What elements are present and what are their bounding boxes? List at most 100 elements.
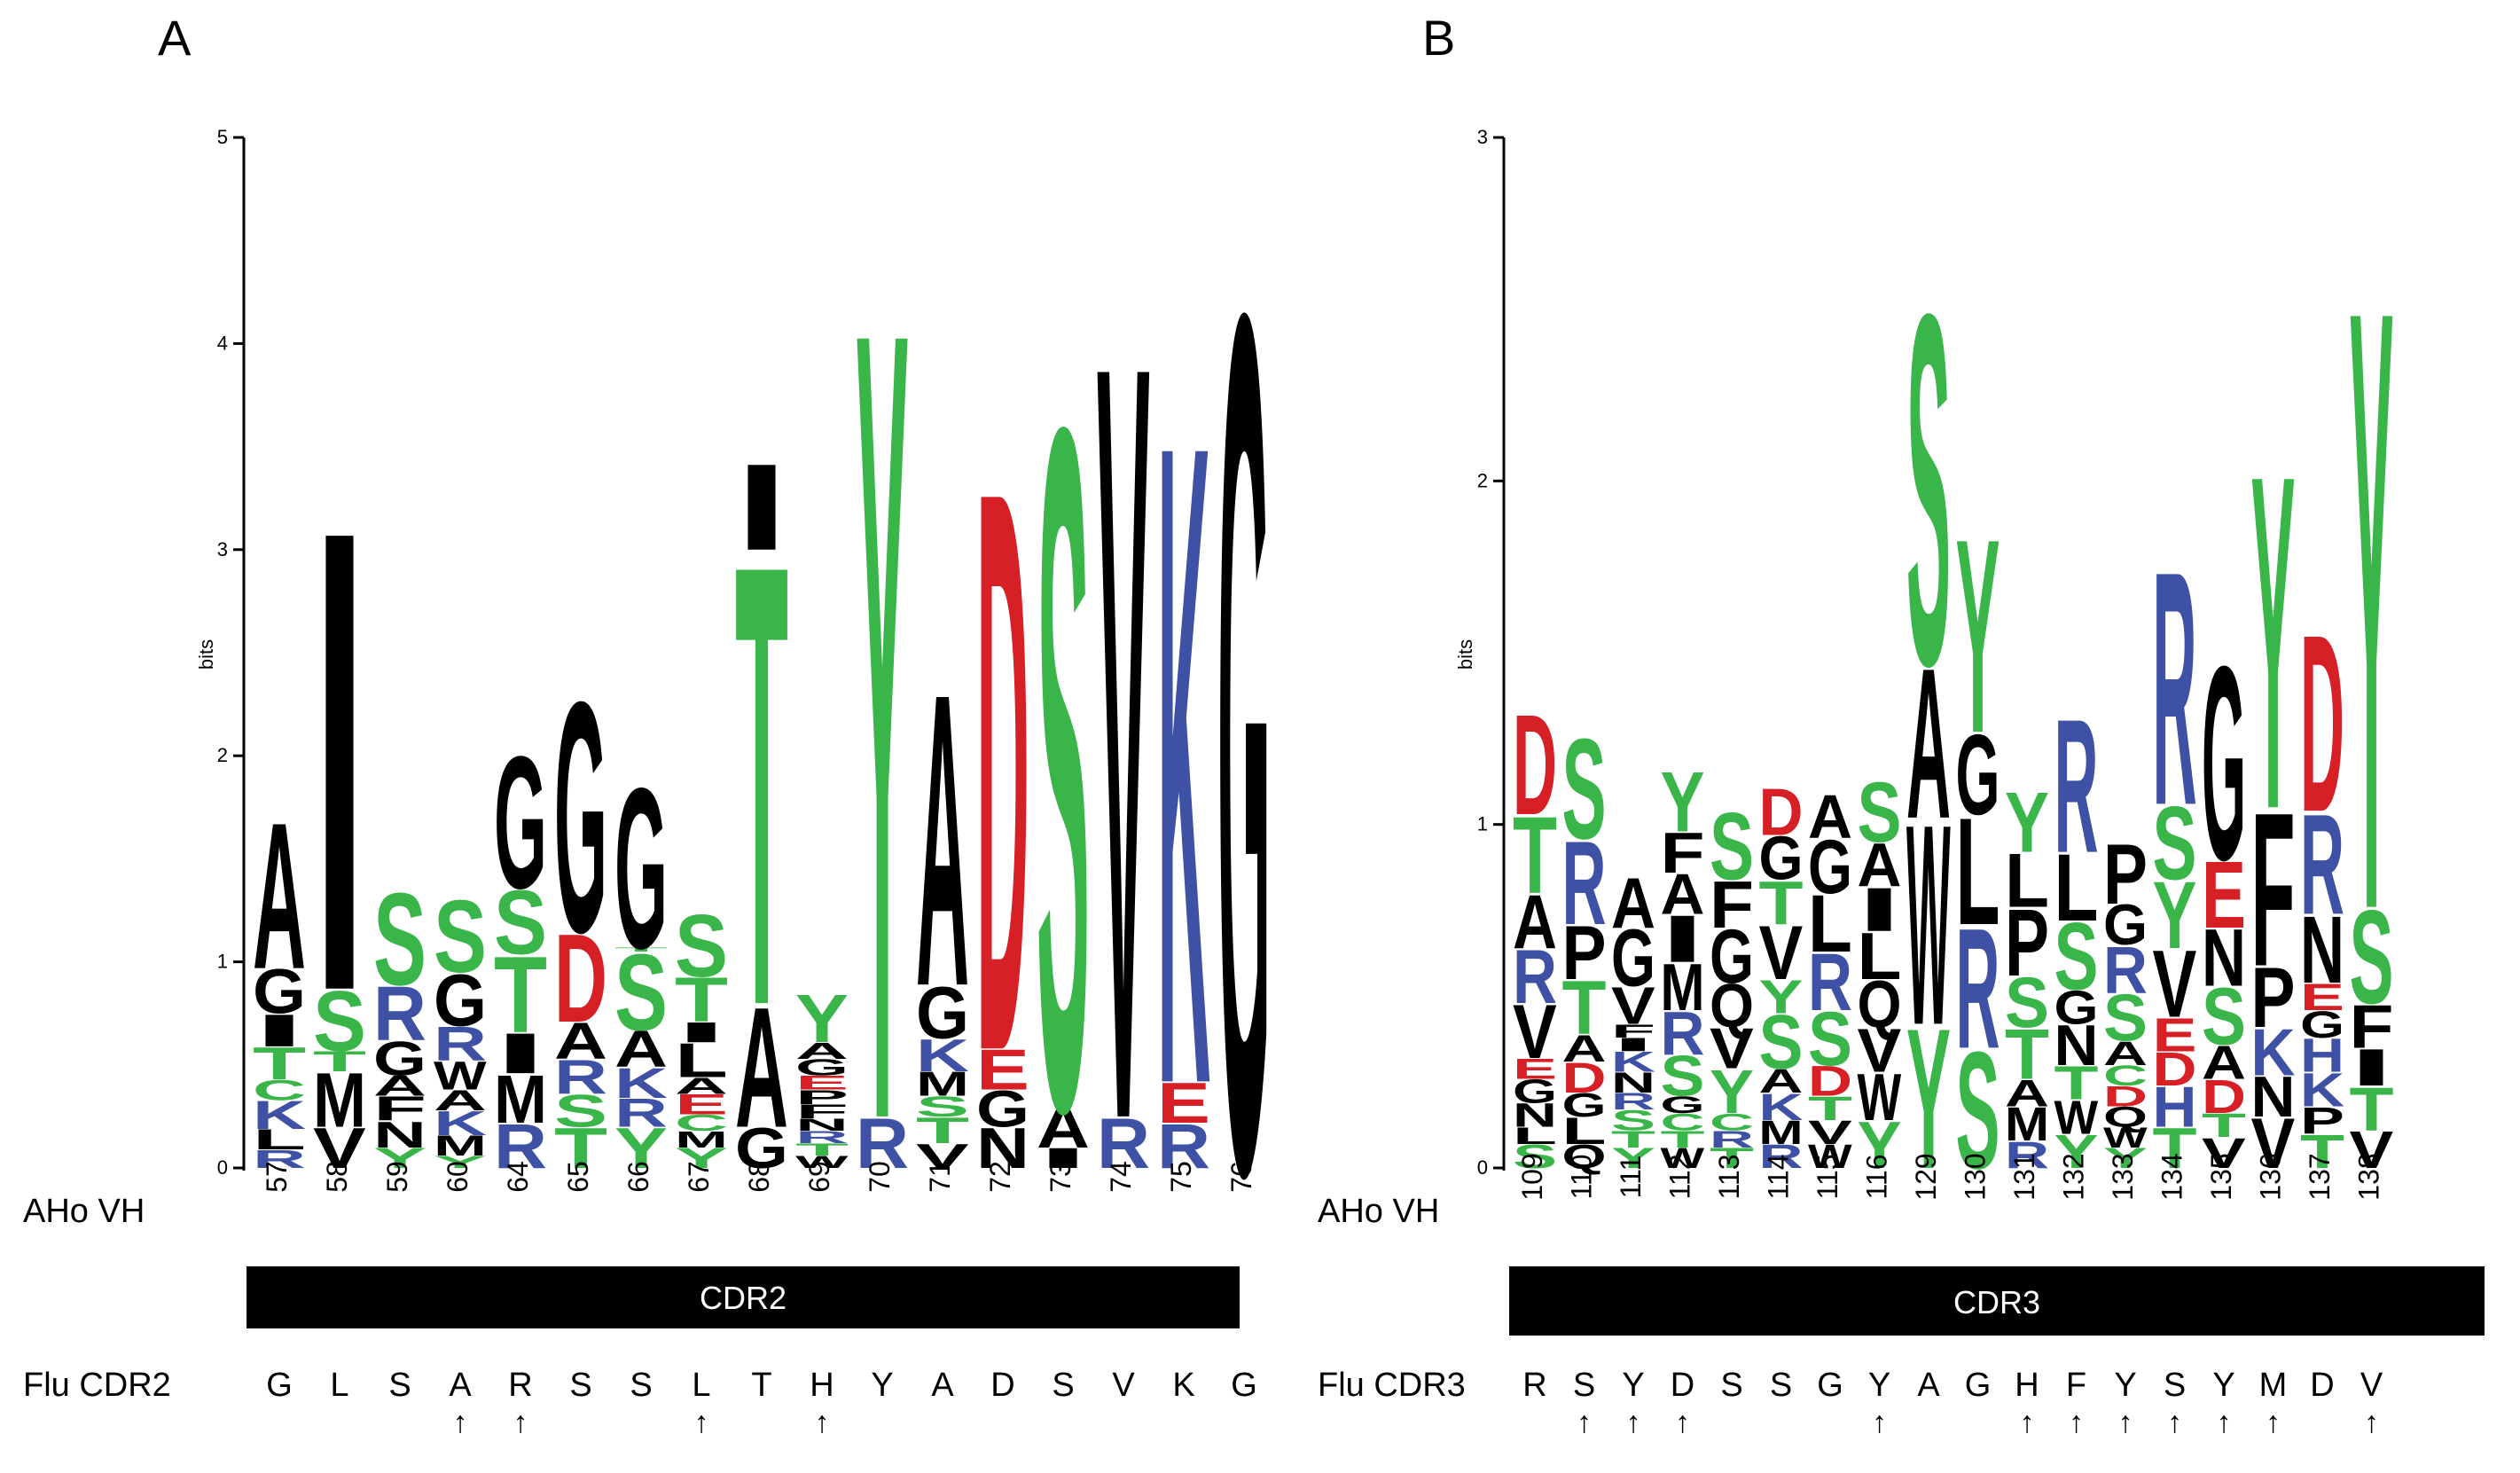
logo-letter: T [735, 434, 788, 1137]
logo-letter: Y [795, 980, 849, 1057]
logo-letter: T [2350, 1075, 2394, 1144]
logo-letter: T [1611, 1125, 1655, 1152]
logo-letter: S [1956, 1018, 2000, 1204]
logo-letter: W [1661, 1142, 1706, 1174]
logo-letter: A [614, 1021, 668, 1078]
logo-letter: Y [373, 1142, 427, 1174]
flu-residue: A [1917, 1367, 1940, 1404]
logo-letter: A [1562, 1028, 1607, 1070]
flu-residue: G [1965, 1367, 1992, 1404]
logo-column: REK [1157, 254, 1210, 1276]
y-tick-label: 5 [217, 126, 228, 148]
logo-letter: G [976, 1081, 1029, 1139]
logo-letter: E [1513, 1054, 1557, 1085]
logo-letter: M [434, 1130, 487, 1162]
logo-letter: R [1513, 934, 1557, 1020]
y-tick-label: 4 [217, 332, 228, 354]
logo-letter: T [313, 1046, 366, 1077]
logo-letter: Y [1661, 755, 1705, 850]
logo-letter: M [1759, 1114, 1804, 1151]
logo-letter: S [1808, 997, 1852, 1082]
logo-letter: A [675, 1073, 728, 1099]
flu-arrow-marker: ↑ [1675, 1406, 1690, 1439]
panel-a-flu-sequence: G L S A↑R↑S S L↑T H↑Y A D S V K G [266, 1367, 1257, 1439]
logo-letter: Y [2054, 1124, 2099, 1178]
position-label: 111 [1615, 1156, 1647, 1199]
flu-residue: M [2259, 1367, 2288, 1404]
logo-letter: P [1562, 911, 1607, 996]
logo-letter: I [1661, 902, 1705, 976]
flu-residue: F [2066, 1367, 2086, 1404]
logo-letter: F [373, 1089, 427, 1128]
logo-letter: R [2103, 934, 2148, 1007]
panel-b-y-axis: bits 0 1 2 3 [1454, 126, 1506, 1179]
logo-letter: S [554, 1085, 607, 1137]
flu-residue: D [1671, 1367, 1694, 1404]
logo-letter: G [2300, 1002, 2344, 1046]
logo-letter: R [1661, 999, 1705, 1068]
logo-letter: Y [856, 93, 909, 1357]
position-label: 58 [321, 1161, 353, 1193]
logo-letter: G [1217, 59, 1271, 1428]
logo-letter: A [2202, 1037, 2246, 1090]
logo-letter: V [1097, 138, 1150, 1346]
logo-letter: L [1956, 786, 2000, 957]
logo-letter: S [1037, 225, 1090, 1312]
y-tick-label: 0 [217, 1156, 228, 1179]
logo-letter: Y [1710, 1057, 1754, 1126]
logo-letter: Y [2251, 376, 2296, 909]
logo-letter: L [1562, 1109, 1607, 1152]
y-tick-label: 0 [1477, 1156, 1488, 1179]
position-label: 69 [803, 1161, 835, 1193]
logo-letter: A [554, 1013, 607, 1070]
flu-residue: K [1172, 1367, 1194, 1404]
logo-letter: T [614, 946, 668, 952]
logo-letter: I [735, 439, 788, 576]
logo-letter: T [494, 933, 547, 1055]
logo-letter: V [313, 1116, 366, 1180]
logo-letter: T [1808, 1090, 1852, 1127]
logo-letter: R [1759, 1138, 1804, 1175]
logo-letter: R [494, 1112, 547, 1182]
logo-letter: N [373, 1114, 427, 1156]
logo-column: G [1217, 59, 1271, 1428]
panel-b-letter-stacks: SLNGEVRATDQLGDATPRSYTSRNKIFVGAWTCGSRMIAF… [1513, 129, 2394, 1211]
logo-letter: R [1562, 816, 1607, 950]
position-label: 110 [1566, 1154, 1598, 1199]
logo-letter: A [916, 607, 969, 1073]
logo-letter: R [1710, 1126, 1754, 1153]
flu-residue: H [810, 1367, 833, 1404]
logo-letter: L [1858, 919, 1902, 993]
logo-letter: V [2251, 1104, 2296, 1183]
flu-arrow-marker: ↑ [1872, 1406, 1887, 1439]
logo-letter: Y [1858, 1108, 1902, 1182]
panel-b-flu-sequence: R S↑Y↑D↑S S G Y↑A G H↑F↑Y↑S↑Y↑M↑D V↑ [1522, 1367, 2383, 1439]
flu-residue: G [266, 1367, 293, 1404]
logo-letter: V [1513, 990, 1557, 1075]
logo-letter: Y [2350, 129, 2394, 1090]
position-label: 115 [1812, 1154, 1843, 1199]
logo-letter: T [2300, 1124, 2344, 1179]
panel-b-label: B [1422, 10, 1455, 66]
logo-letter: T [675, 965, 728, 1036]
logo-letter: C [2103, 1060, 2148, 1092]
logo-letter: R [1956, 892, 2000, 1085]
logo-letter: Y [1956, 483, 2000, 792]
logo-letter: G [1808, 825, 1852, 910]
flu-arrow-marker: ↑ [2020, 1406, 2035, 1439]
logo-letter: T [2054, 1056, 2099, 1110]
logo-letter: C [253, 1075, 306, 1107]
panel-a-y-axis: bits 0 1 2 3 4 5 [195, 126, 246, 1179]
logo-letter: D [554, 908, 607, 1049]
logo-letter: F [2350, 992, 2394, 1062]
logo-letter: Y [614, 1116, 668, 1180]
